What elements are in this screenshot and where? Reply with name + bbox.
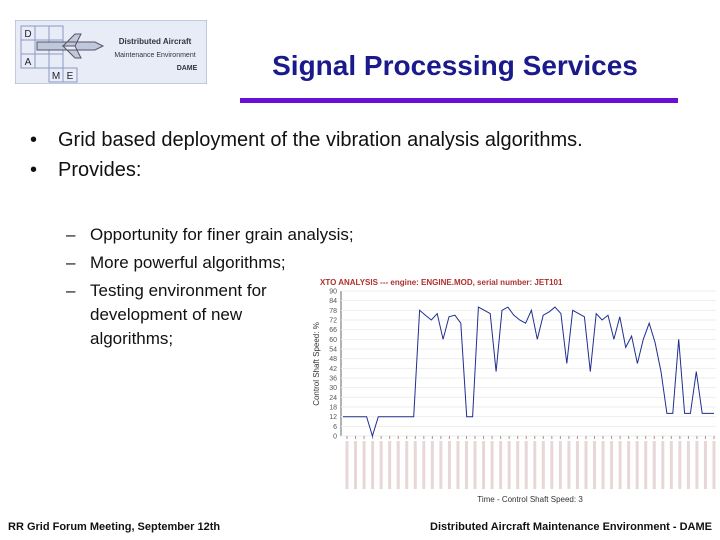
y-tick-label: 72 bbox=[329, 318, 337, 325]
sub-bullet: – More powerful algorithms; bbox=[66, 253, 286, 272]
x-tick-label-placeholder bbox=[695, 441, 699, 489]
x-axis-label: Time - Control Shaft Speed: 3 bbox=[477, 495, 583, 504]
logo-line: Distributed Aircraft bbox=[119, 37, 192, 46]
sub-bullet-list: – Opportunity for finer grain analysis; –… bbox=[66, 223, 354, 351]
sub-bullet-text: More powerful algorithms; bbox=[90, 253, 286, 272]
x-tick-label-placeholder bbox=[473, 441, 477, 489]
y-tick-label: 30 bbox=[329, 385, 337, 392]
footer-left: RR Grid Forum Meeting, September 12th bbox=[8, 521, 221, 533]
x-tick-label-placeholder bbox=[405, 441, 409, 489]
y-tick-label: 0 bbox=[333, 434, 337, 441]
logo-line: Maintenance Environment bbox=[114, 52, 195, 59]
x-tick-label-placeholder bbox=[422, 441, 426, 489]
logo-letter: A bbox=[25, 57, 32, 68]
logo-letter: E bbox=[67, 71, 74, 82]
x-tick-label-placeholder bbox=[550, 441, 554, 489]
data-line bbox=[343, 306, 714, 438]
x-tick-label-placeholder bbox=[644, 441, 648, 489]
logo-letter: D bbox=[24, 29, 31, 40]
x-tick-label-placeholder bbox=[661, 441, 665, 489]
x-tick-label-placeholder bbox=[610, 441, 614, 489]
y-tick-label: 42 bbox=[329, 366, 337, 373]
x-tick-label-placeholder bbox=[345, 441, 349, 489]
y-tick-label: 78 bbox=[329, 308, 337, 315]
logo-line: DAME bbox=[177, 65, 198, 72]
x-tick-label-placeholder bbox=[635, 441, 639, 489]
x-tick-label-placeholder bbox=[567, 441, 571, 489]
x-tick-label-placeholder bbox=[541, 441, 545, 489]
x-tick-label-placeholder bbox=[464, 441, 468, 489]
bullet: • Provides: bbox=[30, 159, 142, 181]
bullet-text: Provides: bbox=[58, 159, 142, 181]
x-tick-label-placeholder bbox=[686, 441, 690, 489]
y-tick-label: 12 bbox=[329, 414, 337, 421]
sub-bullet-text: Testing environment for development of n… bbox=[90, 281, 267, 348]
x-tick-label-placeholder bbox=[533, 441, 537, 489]
x-tick-label-placeholder bbox=[388, 441, 392, 489]
x-tick-label-placeholder bbox=[430, 441, 434, 489]
y-tick-label: 24 bbox=[329, 395, 337, 402]
slide-title: Signal Processing Services bbox=[272, 50, 638, 81]
x-tick-label-placeholder bbox=[516, 441, 520, 489]
x-tick-label-placeholder bbox=[413, 441, 417, 489]
x-tick-label-placeholder bbox=[439, 441, 443, 489]
x-tick-label-placeholder bbox=[618, 441, 622, 489]
sub-bullet-text: Opportunity for finer grain analysis; bbox=[90, 225, 354, 244]
x-tick-label-placeholder bbox=[490, 441, 494, 489]
logo-letter: M bbox=[52, 71, 60, 82]
y-tick-label: 84 bbox=[329, 298, 337, 305]
x-tick-label-placeholder bbox=[575, 441, 579, 489]
x-tick-label-placeholder bbox=[678, 441, 682, 489]
bullet-list: • Grid based deployment of the vibration … bbox=[30, 128, 590, 182]
x-tick-label-placeholder bbox=[593, 441, 597, 489]
y-axis-label: Control Shaft Speed: % bbox=[312, 322, 321, 406]
y-tick-label: 36 bbox=[329, 376, 337, 383]
x-tick-label-placeholder bbox=[652, 441, 656, 489]
x-tick-label-placeholder bbox=[524, 441, 528, 489]
x-tick-label-placeholder bbox=[354, 441, 358, 489]
figure: XTO ANALYSIS --- engine: ENGINE.MOD, ser… bbox=[305, 276, 720, 506]
y-tick-label: 54 bbox=[329, 347, 337, 354]
y-tick-label: 6 bbox=[333, 424, 337, 431]
title-rule bbox=[240, 98, 678, 103]
x-tick-label-placeholder bbox=[371, 441, 375, 489]
sub-bullet: – Testing environment for development of … bbox=[66, 281, 267, 348]
bullet: • Grid based deployment of the vibration … bbox=[30, 129, 583, 151]
x-tick-label-placeholder bbox=[584, 441, 588, 489]
x-tick-label-placeholder bbox=[558, 441, 562, 489]
footer-right: Distributed Aircraft Maintenance Environ… bbox=[430, 521, 712, 533]
x-tick-label-placeholder bbox=[627, 441, 631, 489]
x-tick-label-placeholder bbox=[396, 441, 400, 489]
y-tick-label: 18 bbox=[329, 405, 337, 412]
sub-bullet: – Opportunity for finer grain analysis; bbox=[66, 225, 354, 244]
figure-title: XTO ANALYSIS --- engine: ENGINE.MOD, ser… bbox=[320, 278, 563, 287]
x-tick-label-placeholder bbox=[362, 441, 366, 489]
bullet-text: Grid based deployment of the vibration a… bbox=[58, 129, 583, 151]
logo: D A M E Distributed Aircraft Maintenance… bbox=[15, 20, 207, 84]
y-tick-label: 48 bbox=[329, 356, 337, 363]
x-tick-label-placeholder bbox=[482, 441, 486, 489]
x-tick-label-placeholder bbox=[447, 441, 451, 489]
x-tick-label-placeholder bbox=[379, 441, 383, 489]
x-tick-label-placeholder bbox=[669, 441, 673, 489]
x-tick-label-placeholder bbox=[456, 441, 460, 489]
x-tick-label-placeholder bbox=[703, 441, 707, 489]
x-tick-label-placeholder bbox=[499, 441, 503, 489]
y-tick-label: 90 bbox=[329, 289, 337, 296]
x-tick-label-placeholder bbox=[507, 441, 511, 489]
y-tick-label: 60 bbox=[329, 337, 337, 344]
y-tick-label: 66 bbox=[329, 327, 337, 334]
x-tick-label-placeholder bbox=[712, 441, 716, 489]
x-tick-label-placeholder bbox=[601, 441, 605, 489]
